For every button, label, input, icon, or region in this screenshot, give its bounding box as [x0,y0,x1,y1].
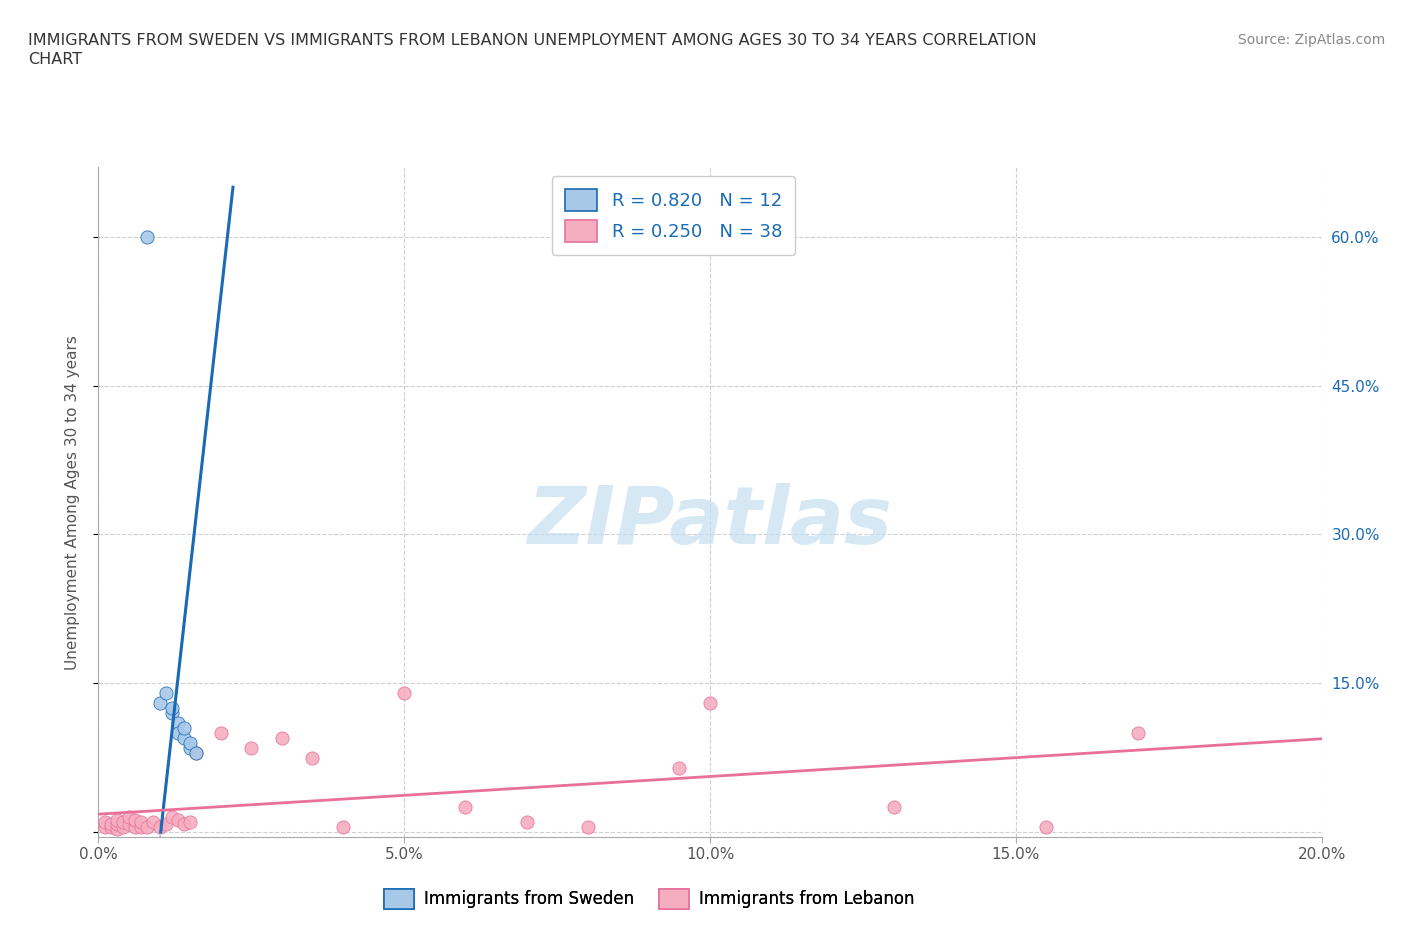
Point [186,745,208,760]
Point [332,819,354,834]
Point [668,760,690,775]
Legend: Immigrants from Sweden, Immigrants from Lebanon: Immigrants from Sweden, Immigrants from … [377,882,921,916]
Point [699,696,721,711]
Point [270,730,292,745]
Point [392,685,416,700]
Point [129,819,152,834]
Point [129,815,152,830]
Point [576,819,599,834]
Point [118,817,141,831]
Point [105,817,128,831]
Point [454,800,477,815]
Point [155,685,177,700]
Point [167,725,190,740]
Point [149,819,172,834]
Point [883,800,905,815]
Point [105,813,128,828]
Point [186,745,208,760]
Point [124,819,146,834]
Point [160,810,183,825]
Point [1035,819,1057,834]
Point [93,819,115,834]
Text: Source: ZipAtlas.com: Source: ZipAtlas.com [1237,33,1385,46]
Point [142,815,165,830]
Point [179,736,201,751]
Point [173,730,195,745]
Point [100,819,122,834]
Point [173,817,195,831]
Point [149,696,172,711]
Point [118,810,141,825]
Point [179,815,201,830]
Point [173,721,195,736]
Point [100,817,122,831]
Point [179,740,201,755]
Text: IMMIGRANTS FROM SWEDEN VS IMMIGRANTS FROM LEBANON UNEMPLOYMENT AMONG AGES 30 TO : IMMIGRANTS FROM SWEDEN VS IMMIGRANTS FRO… [28,33,1036,67]
Point [167,715,190,730]
Point [209,725,232,740]
Point [111,815,134,830]
Point [105,821,128,836]
Point [167,813,190,828]
Point [93,815,115,830]
Point [155,817,177,831]
Point [516,815,538,830]
Point [160,706,183,721]
Point [136,819,159,834]
Point [301,751,323,765]
Point [1128,725,1150,740]
Point [160,700,183,715]
Y-axis label: Unemployment Among Ages 30 to 34 years: Unemployment Among Ages 30 to 34 years [65,335,80,670]
Point [111,819,134,834]
Point [136,230,159,245]
Point [240,740,263,755]
Point [124,813,146,828]
Text: ZIPatlas: ZIPatlas [527,484,893,562]
